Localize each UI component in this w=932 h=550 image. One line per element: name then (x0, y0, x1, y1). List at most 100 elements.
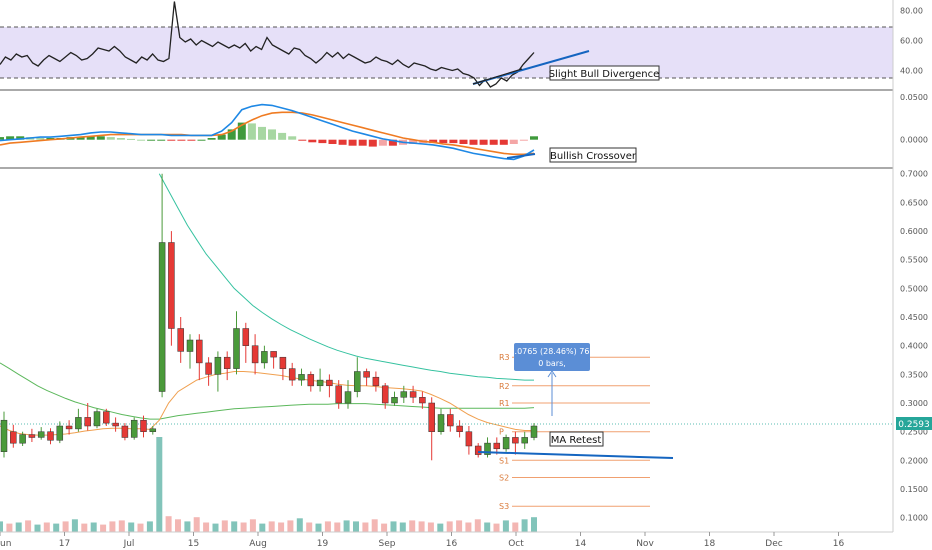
candle (149, 426, 157, 435)
macd-histogram-bar (368, 139, 377, 147)
price-tick-label: 0.1500 (900, 485, 928, 494)
volume-bar (62, 521, 69, 532)
candle (326, 374, 333, 398)
candle (270, 351, 277, 369)
time-tick-label: Aug (249, 539, 267, 549)
rsi-band (0, 27, 893, 78)
macd-annotation-text: Bullish Crossover (550, 151, 637, 162)
volume-bar (446, 521, 453, 532)
time-axis[interactable]: un 17 Jul 15 Aug 19 Sep 16 Oct 14 Nov 18 Dec 16 (0, 531, 893, 549)
candle (121, 423, 129, 441)
rsi-axis-ticks: 80.00 60.00 40.00 (900, 7, 923, 76)
macd-histogram-bar (217, 134, 226, 140)
macd-crossover-trendline[interactable] (506, 153, 536, 159)
price-axis[interactable]: 80.00 60.00 40.00 0.0500 0.0000 0.7000 0.650… (892, 0, 932, 532)
volume-bar (231, 521, 238, 532)
candle (344, 380, 352, 409)
candle (428, 397, 435, 461)
volume-bar (371, 519, 378, 532)
rsi-annotation[interactable]: Slight Bull Divergence (549, 65, 660, 81)
ma-mid-line (0, 362, 535, 420)
price-tick-label: 0.1000 (900, 514, 928, 523)
candle (512, 431, 519, 455)
price-tick-label: 0.6500 (900, 198, 928, 207)
pivot-label: S3 (499, 502, 509, 511)
volume-bar (15, 522, 22, 532)
volume-bar (184, 521, 191, 532)
price-tick-label: 0.2000 (900, 456, 928, 465)
volume-bar (175, 519, 181, 532)
price-pane[interactable]: R3 R2 R1 P S1 S2 S3 0.0765 (28.46%) 765 0 bars… (0, 173, 893, 532)
candle (103, 408, 110, 426)
volume-bar (390, 521, 397, 532)
macd-histogram-bar (0, 137, 4, 140)
volume-bar (474, 519, 481, 532)
candle (205, 357, 212, 386)
macd-annotation[interactable]: Bullish Crossover (549, 147, 637, 163)
volume-bar (512, 522, 519, 532)
candle (307, 371, 315, 392)
time-tick-label: 18 (704, 539, 716, 549)
candle (112, 417, 119, 432)
macd-histogram-bar (358, 139, 367, 146)
macd-histogram-bar (348, 139, 357, 146)
candle (56, 421, 64, 444)
volume-bar (71, 519, 78, 532)
macd-histogram-bar (16, 136, 25, 140)
pivot-label: S2 (499, 474, 509, 483)
last-price-tag: 0.2593 (896, 417, 932, 430)
candle (223, 351, 231, 381)
price-tick-label: 0.3000 (900, 399, 928, 408)
support-trendline[interactable] (477, 451, 674, 459)
macd-pane[interactable]: Bullish Crossover (0, 103, 637, 163)
candle (196, 334, 203, 381)
macd-histogram-bar (489, 139, 498, 145)
price-annotation[interactable]: MA Retest (549, 431, 604, 447)
volume-bar (156, 437, 163, 532)
macd-histogram-bar (36, 138, 45, 140)
time-tick-label: Jul (123, 539, 135, 549)
candle (84, 403, 91, 431)
time-tick-label: 17 (59, 539, 70, 549)
candle (279, 356, 287, 381)
macd-signal-line (0, 111, 535, 156)
volume-bar (296, 518, 303, 532)
measure-tool[interactable]: 0.0765 (28.46%) 765 0 bars, (509, 343, 595, 416)
time-tick-label: 15 (188, 539, 199, 549)
macd-histogram-bar (459, 139, 468, 144)
candle (130, 417, 138, 440)
candle (456, 420, 463, 438)
macd-histogram-bar (308, 139, 317, 143)
candle (363, 368, 370, 386)
candle (28, 428, 36, 442)
macd-histogram-bar (439, 139, 448, 144)
price-axis-ticks: 0.7000 0.6500 0.6000 0.5500 0.5000 0.4500 0.40… (900, 170, 928, 523)
volume-bar (137, 523, 144, 532)
price-tick-label: 0.6000 (900, 227, 928, 236)
candle (372, 371, 380, 392)
macd-tick-label: 0.0000 (900, 136, 928, 145)
macd-histogram-bar (106, 137, 115, 140)
macd-histogram-bar (227, 129, 236, 140)
candle (158, 173, 166, 398)
candle (484, 437, 491, 458)
rsi-pane[interactable]: Slight Bull Divergence (0, 1, 893, 88)
candle (242, 322, 250, 363)
measure-bars: 0 bars, (538, 359, 566, 368)
macd-histogram-bar (318, 139, 327, 144)
candle (502, 434, 510, 452)
time-axis-ticks: un 17 Jul 15 Aug 19 Sep 16 Oct 14 Nov 18 Dec 16 (0, 532, 844, 549)
candle (168, 231, 175, 346)
volume-bar (381, 523, 388, 532)
volume-bar (427, 522, 434, 532)
macd-histogram-bar (197, 139, 206, 141)
volume-bar (409, 520, 416, 532)
volume-bar (212, 523, 219, 532)
volume-bar (315, 523, 322, 532)
macd-histogram-bar (328, 139, 337, 144)
volume-bar (399, 522, 406, 532)
candle (381, 383, 389, 409)
time-tick-label: un (0, 539, 11, 549)
candle (354, 357, 361, 398)
